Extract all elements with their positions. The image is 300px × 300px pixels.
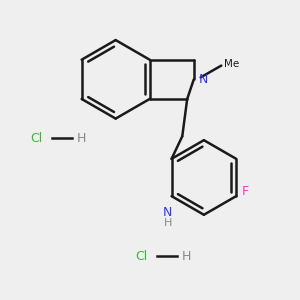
Text: F: F bbox=[242, 185, 249, 198]
Text: N: N bbox=[163, 206, 172, 219]
Text: Cl: Cl bbox=[30, 132, 43, 145]
Text: H: H bbox=[182, 250, 191, 262]
Text: Cl: Cl bbox=[135, 250, 148, 262]
Text: Me: Me bbox=[224, 58, 239, 69]
Text: H: H bbox=[164, 218, 172, 228]
Text: H: H bbox=[76, 132, 86, 145]
Text: N: N bbox=[199, 73, 208, 86]
